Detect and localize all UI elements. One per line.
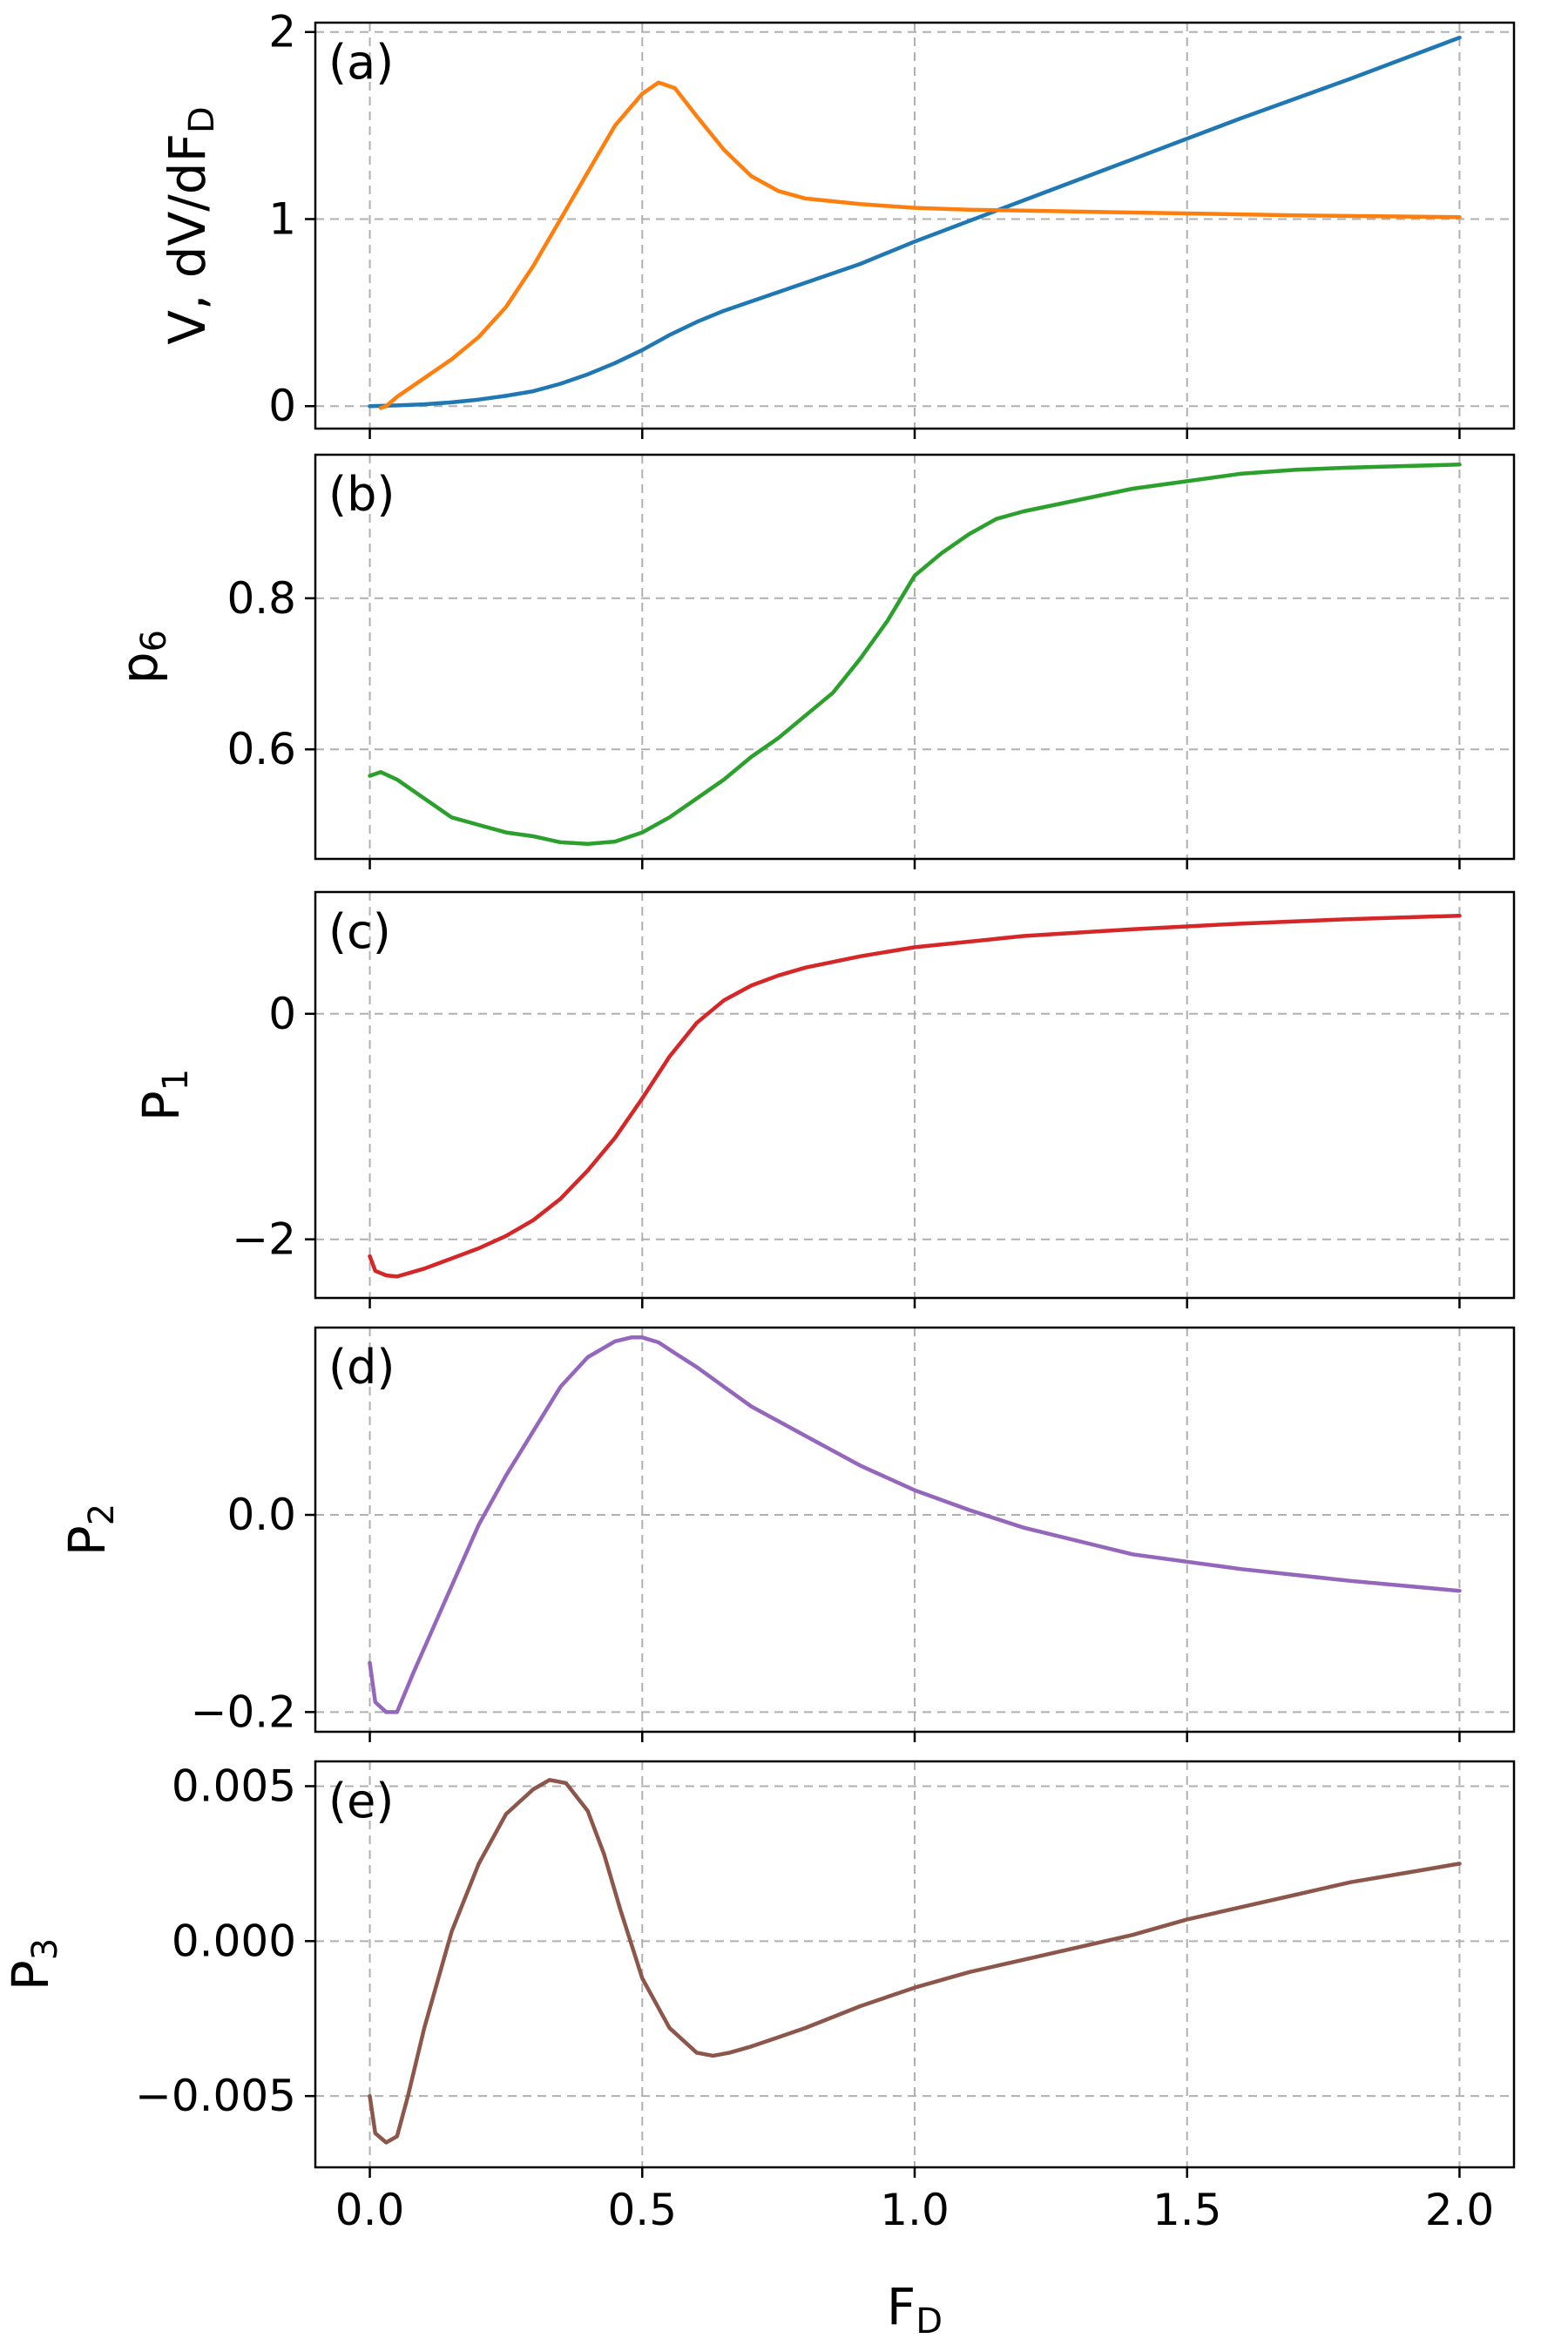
panel-label: (b)	[328, 467, 395, 522]
series-line-1	[368, 1335, 1462, 1714]
y-axis-title: V, dV/dFD	[158, 106, 222, 345]
x-tick-label: 0.5	[608, 2185, 678, 2235]
series-line-1	[368, 913, 1462, 1279]
y-axis-title-subscript: 1	[156, 1069, 196, 1091]
y-axis-title-main: P	[57, 1525, 117, 1556]
y-axis-title: p6	[110, 630, 174, 684]
x-tick-label: 1.0	[880, 2185, 950, 2235]
panel-label: (a)	[328, 35, 394, 90]
panel-a: 0 1 2 (a) V, dV/dFD	[158, 7, 1516, 439]
y-tick-label: 0	[268, 381, 296, 431]
y-axis-title: P2	[57, 1504, 122, 1556]
y-axis-title-main: P	[132, 1091, 191, 1121]
x-axis-title-subscript: D	[916, 2301, 943, 2342]
y-tick-label: 0.6	[226, 724, 296, 774]
y-axis-title-subscript: 6	[134, 630, 174, 652]
panel-b: 0.6 0.8 (b) p6	[110, 453, 1516, 869]
y-tick-label: 0.8	[226, 573, 296, 624]
y-axis-title-main: V, dV/dF	[158, 133, 217, 345]
series-line-2	[378, 80, 1462, 410]
panel-c: −2 0 (c) P1	[132, 890, 1516, 1308]
y-tick-label: 1	[268, 193, 296, 244]
panel-label: (d)	[328, 1340, 395, 1395]
x-tick-label: 0.0	[335, 2185, 405, 2235]
y-axis-title: P1	[132, 1069, 196, 1121]
y-tick-label: 0.000	[172, 1916, 296, 1966]
y-axis-title-main: P	[1, 1960, 60, 1990]
panel-d: −0.2 0.0 (d) P2	[57, 1326, 1516, 1742]
x-tick-label: 1.5	[1152, 2185, 1222, 2235]
y-tick-label: −2	[232, 1214, 296, 1265]
y-tick-label: 0.0	[226, 1490, 296, 1540]
panel-label: (e)	[328, 1774, 394, 1828]
series-line-1	[368, 1778, 1462, 2145]
y-tick-label: −0.005	[135, 2071, 296, 2121]
panel-label: (c)	[328, 904, 391, 959]
y-tick-label: −0.2	[191, 1686, 296, 1737]
x-axis-title: FD	[887, 2277, 943, 2342]
y-tick-label: 0	[268, 989, 296, 1039]
y-tick-label: 0.005	[172, 1761, 296, 1811]
series-line-1	[368, 463, 1462, 846]
y-axis-title-subscript: 3	[25, 1938, 65, 1960]
y-tick-label: 2	[268, 7, 296, 57]
y-axis-title-subscript: D	[182, 106, 222, 133]
panel-e: 0.0 0.5 1.0 1.5 2.0 −0.005 0.000 0.005 (e) P3 FD	[1, 1760, 1516, 2342]
x-tick-label: 2.0	[1425, 2185, 1495, 2235]
x-axis-title-main: F	[887, 2277, 916, 2336]
y-axis-title-main: p	[110, 652, 169, 684]
y-axis-title-subscript: 2	[82, 1504, 122, 1525]
series-line-1	[368, 35, 1462, 409]
y-axis-title: P3	[1, 1938, 65, 1990]
